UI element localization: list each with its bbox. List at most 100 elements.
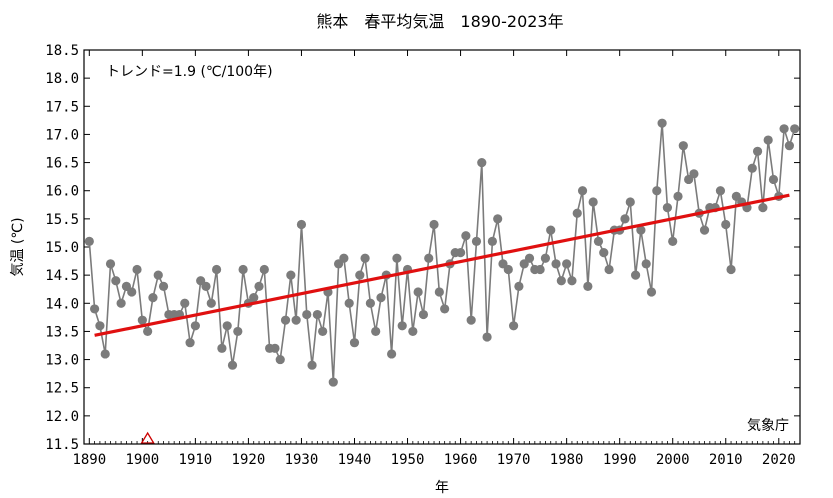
data-point [201,281,211,291]
y-tick-label: 13.5 [45,324,79,340]
data-point [153,270,163,280]
data-point [429,219,439,230]
data-point [408,326,418,337]
data-point [652,186,662,196]
data-point [392,253,402,263]
data-point [768,174,779,185]
data-point [360,253,370,263]
data-point [180,298,190,308]
data-point [588,197,598,207]
y-tick-label: 16.0 [45,184,79,200]
x-tick-label: 2000 [656,452,690,468]
data-point [90,304,100,314]
data-point [546,225,556,235]
data-point [238,264,248,275]
x-tick-label: 1900 [125,452,159,468]
data-point [217,343,227,353]
data-point [641,259,651,269]
data-point [455,248,466,258]
x-tick-labels: 1890 1900 1910 1920 1930 1940 1950 1960 1970 1980… [72,452,795,468]
data-point [302,309,312,320]
data-point [387,349,397,359]
data-point [673,191,683,201]
y-tick-label: 12.5 [45,381,79,397]
data-point [318,326,328,337]
series-temperature [84,118,800,387]
data-point [222,321,232,331]
data-point [280,315,291,325]
data-point [699,225,710,235]
data-point [424,253,434,263]
data-point [567,276,577,286]
data-point [662,203,673,213]
data-point [503,264,513,275]
x-tick-label: 1960 [444,452,478,468]
data-point [440,304,450,314]
marker-layer [140,431,155,444]
x-axis-title: 年 [435,480,449,496]
data-point [471,236,482,246]
data-point [556,276,566,286]
data-point [286,270,296,280]
data-point [206,298,216,308]
data-point [752,146,763,156]
data-point [721,219,731,230]
y-tick-label: 14.0 [45,296,79,312]
x-tick-label: 1910 [179,452,213,468]
data-point [493,214,503,224]
tick-marks [83,49,801,445]
y-tick-label: 15.0 [45,240,79,256]
data-point [418,309,429,320]
y-tick-label: 17.5 [45,99,79,115]
data-point [100,349,110,359]
data-point [143,326,153,337]
x-tick-label: 1980 [550,452,584,468]
data-point [296,219,307,230]
x-tick-label: 2020 [762,452,796,468]
x-tick-label: 1940 [338,452,372,468]
data-point [657,118,667,128]
y-tick-label: 18.0 [45,71,79,87]
data-point [397,321,407,331]
data-point [355,270,365,280]
data-point [291,315,301,325]
data-point [190,321,200,331]
y-tick-label: 11.5 [45,437,79,453]
data-point [572,208,582,218]
data-point [211,264,222,275]
data-point [689,169,699,179]
data-point [763,135,773,145]
data-point [593,236,604,246]
y-tick-label: 12.0 [45,409,79,425]
source-label: 気象庁 [747,418,789,434]
data-point [116,298,126,308]
data-point [551,259,561,269]
x-tick-label: 1920 [232,452,266,468]
data-point [779,124,789,134]
data-point [620,214,630,224]
data-point [715,186,726,196]
series-line [88,123,796,383]
data-point [487,236,497,246]
y-tick-label: 14.5 [45,268,79,284]
y-tick-label: 17.0 [45,127,79,143]
data-point [577,186,588,196]
data-point [625,197,635,207]
data-point [747,163,757,173]
x-tick-label: 1930 [285,452,319,468]
data-point [604,264,614,275]
data-point [678,141,688,151]
y-tick-label: 18.5 [45,43,79,59]
data-point [137,315,147,325]
data-point [148,293,158,303]
data-point [111,276,121,286]
data-point [84,236,94,246]
data-point [477,157,487,168]
data-point [784,141,794,151]
x-tick-label: 1950 [391,452,425,468]
data-point [339,253,349,263]
data-point [275,354,285,365]
data-point [508,321,519,331]
data-point [270,343,280,353]
